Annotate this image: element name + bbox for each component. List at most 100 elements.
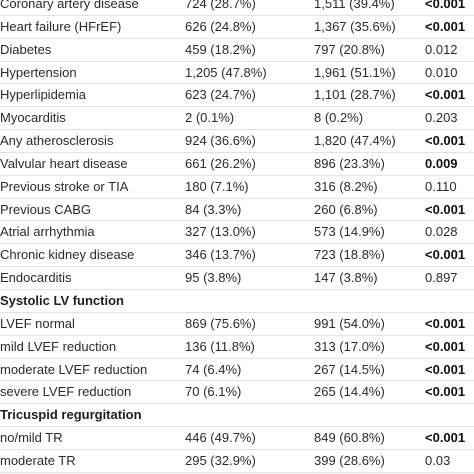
row-label: Atrial arrhythmia [0, 224, 95, 240]
table-row: no/mild TR 446 (49.7%) 849 (60.8%) <0.001 [0, 427, 474, 450]
section-title: Systolic LV function [0, 292, 124, 308]
row-label: Chronic kidney disease [0, 247, 135, 263]
group1-value: 70 (6.1%) [185, 384, 242, 400]
group1-value: 327 (13.0%) [185, 224, 256, 240]
row-label: severe LVEF reduction [0, 384, 132, 400]
table-row: Endocarditis 95 (3.8%) 147 (3.8%) 0.897 [0, 267, 474, 290]
p-value: <0.001 [425, 87, 466, 103]
table-row: Atrial arrhythmia 327 (13.0%) 573 (14.9%) 0… [0, 221, 474, 245]
p-value: <0.001 [425, 18, 466, 34]
group2-value: 723 (18.8%) [314, 247, 385, 263]
row-label: LVEF normal [0, 315, 75, 331]
table-row: Valvular heart disease 661 (26.2%) 896 (23… [0, 153, 474, 176]
table-row: Hyperlipidemia 623 (24.7%) 1,101 (28.7%) <0… [0, 84, 474, 108]
group1-value: 869 (75.6%) [185, 315, 256, 331]
table-row: Hypertension 1,205 (47.8%) 1,961 (51.1%) 0.… [0, 62, 474, 85]
p-value: 0.03 [425, 452, 451, 468]
group1-value: 180 (7.1%) [185, 178, 249, 194]
table-row: Previous CABG 84 (3.3%) 260 (6.8%) <0.001 [0, 199, 474, 222]
group1-value: 84 (3.3%) [185, 201, 242, 217]
group2-value: 1,961 (51.1%) [314, 64, 396, 80]
group1-value: 346 (13.7%) [185, 247, 256, 263]
table-row: LVEF normal 869 (75.6%) 991 (54.0%) <0.001 [0, 313, 474, 336]
p-value: <0.001 [425, 338, 466, 354]
group1-value: 724 (28.7%) [185, 0, 256, 11]
group2-value: 991 (54.0%) [314, 315, 385, 331]
table-row: mild LVEF reduction 136 (11.8%) 313 (17.0%… [0, 336, 474, 359]
table-row: moderate TR 295 (32.9%) 399 (28.6%) 0.03 [0, 450, 474, 473]
p-value: <0.001 [425, 315, 466, 331]
group1-value: 1,205 (47.8%) [185, 64, 267, 80]
p-value: 0.897 [425, 270, 458, 286]
table-row: Coronary artery disease 724 (28.7%) 1,511 … [0, 0, 474, 16]
group2-value: 1,820 (47.4%) [314, 133, 396, 149]
p-value: <0.001 [425, 384, 466, 400]
p-value: <0.001 [425, 201, 466, 217]
group2-value: 1,367 (35.6%) [314, 18, 396, 34]
row-label: Myocarditis [0, 110, 66, 126]
section-title: Tricuspid regurgitation [0, 407, 142, 423]
row-label: Diabetes [0, 41, 52, 57]
p-value: 0.203 [425, 110, 458, 126]
p-value: <0.001 [425, 247, 466, 263]
group1-value: 295 (32.9%) [185, 452, 256, 468]
p-value: <0.001 [425, 361, 466, 377]
group2-value: 797 (20.8%) [314, 41, 385, 57]
group2-value: 265 (14.4%) [314, 384, 385, 400]
group1-value: 661 (26.2%) [185, 155, 256, 171]
group1-value: 74 (6.4%) [185, 361, 242, 377]
table-row: Diabetes 459 (18.2%) 797 (20.8%) 0.012 [0, 39, 474, 62]
table-row: severe LVEF reduction 70 (6.1%) 265 (14.4%… [0, 381, 474, 405]
group1-value: 136 (11.8%) [185, 338, 255, 354]
row-label: Any atherosclerosis [0, 133, 114, 149]
p-value: 0.010 [425, 64, 458, 80]
row-label: Coronary artery disease [0, 0, 139, 11]
row-label: Previous CABG [0, 201, 92, 217]
group2-value: 1,101 (28.7%) [314, 87, 396, 103]
p-value: 0.028 [425, 224, 458, 240]
row-label: Heart failure (HFrEF) [0, 18, 122, 34]
row-label: moderate LVEF reduction [0, 361, 148, 377]
table-row: Myocarditis 2 (0.1%) 8 (0.2%) 0.203 [0, 107, 474, 131]
row-label: Hyperlipidemia [0, 87, 86, 103]
p-value: 0.012 [425, 41, 458, 57]
table-row: Chronic kidney disease 346 (13.7%) 723 (18… [0, 244, 474, 268]
group2-value: 8 (0.2%) [314, 110, 364, 126]
row-label: Endocarditis [0, 270, 72, 286]
row-label: no/mild TR [0, 430, 63, 446]
table-row: Any atherosclerosis 924 (36.6%) 1,820 (47.… [0, 130, 474, 153]
group2-value: 313 (17.0%) [314, 338, 385, 354]
section-header-row: Systolic LV function [0, 290, 474, 313]
section-header-row: Tricuspid regurgitation [0, 404, 474, 428]
group1-value: 459 (18.2%) [185, 41, 256, 57]
row-label: Hypertension [0, 64, 77, 80]
table-row: moderate LVEF reduction 74 (6.4%) 267 (14.… [0, 359, 474, 382]
group1-value: 924 (36.6%) [185, 133, 256, 149]
group2-value: 316 (8.2%) [314, 178, 378, 194]
row-label: moderate TR [0, 452, 76, 468]
group1-value: 2 (0.1%) [185, 110, 235, 126]
group2-value: 399 (28.6%) [314, 452, 385, 468]
row-label: Valvular heart disease [0, 155, 128, 171]
group2-value: 573 (14.9%) [314, 224, 385, 240]
p-value: 0.009 [425, 155, 458, 171]
group1-value: 446 (49.7%) [185, 430, 256, 446]
row-label: Previous stroke or TIA [0, 178, 129, 194]
p-value: <0.001 [425, 133, 466, 149]
group2-value: 849 (60.8%) [314, 430, 385, 446]
group1-value: 95 (3.8%) [185, 270, 242, 286]
row-label: mild LVEF reduction [0, 338, 117, 354]
table-row: Previous stroke or TIA 180 (7.1%) 316 (8.2… [0, 176, 474, 199]
table-row: Heart failure (HFrEF) 626 (24.8%) 1,367 (3… [0, 16, 474, 39]
group2-value: 260 (6.8%) [314, 201, 378, 217]
group1-value: 626 (24.8%) [185, 18, 256, 34]
p-value: 0.110 [425, 178, 457, 194]
p-value: <0.001 [425, 0, 466, 11]
group2-value: 1,511 (39.4%) [314, 0, 395, 11]
group2-value: 147 (3.8%) [314, 270, 378, 286]
group2-value: 896 (23.3%) [314, 155, 385, 171]
p-value: <0.001 [425, 430, 466, 446]
group2-value: 267 (14.5%) [314, 361, 385, 377]
group1-value: 623 (24.7%) [185, 87, 256, 103]
